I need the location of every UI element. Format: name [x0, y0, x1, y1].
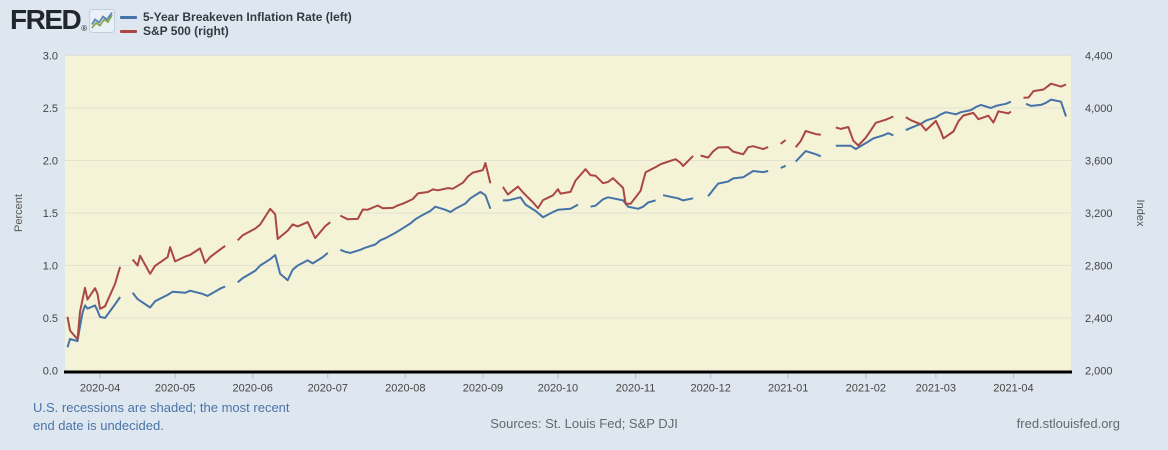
x-tick-label: 2020-12: [690, 383, 730, 395]
registered-trademark-mark: ®: [81, 24, 88, 33]
x-tick-label: 2020-06: [232, 383, 272, 395]
x-tick-label: 2021-03: [916, 383, 956, 395]
recession-note: U.S. recessions are shaded; the most rec…: [33, 399, 290, 435]
fred-logo[interactable]: FRED ®: [10, 4, 116, 35]
series-line-right: [66, 82, 1067, 341]
legend-dash-blue: [120, 15, 137, 19]
x-tick-label: 2020-11: [616, 383, 656, 395]
x-tick-label: 2020-04: [80, 383, 120, 395]
x-tick-label: 2021-02: [846, 383, 886, 395]
right-axis-title: Index: [1134, 200, 1146, 227]
legend-dash-red: [120, 29, 137, 33]
recession-note-line2: end date is undecided.: [33, 418, 164, 433]
right-tick-label: 2,800: [1085, 261, 1113, 273]
x-tick-label: 2020-07: [308, 383, 348, 395]
fred-site-link[interactable]: fred.stlouisfed.org: [1016, 416, 1120, 431]
right-tick-label: 4,000: [1085, 103, 1113, 115]
right-tick-label: 4,400: [1085, 51, 1113, 63]
x-tick-label: 2020-05: [155, 383, 195, 395]
legend-item-breakeven: 5-Year Breakeven Inflation Rate (left): [120, 10, 352, 24]
x-tick-label: 2020-08: [385, 383, 425, 395]
left-tick-label: 2.0: [43, 156, 58, 168]
x-tick-label: 2020-10: [538, 383, 578, 395]
right-tick-label: 3,200: [1085, 208, 1113, 220]
left-tick-label: 1.0: [43, 261, 58, 273]
x-tick-label: 2021-04: [993, 383, 1033, 395]
left-tick-label: 0.0: [43, 366, 58, 378]
x-tick-label: 2020-09: [463, 383, 503, 395]
fred-logo-text: FRED: [10, 4, 82, 35]
right-tick-label: 3,600: [1085, 156, 1113, 168]
left-tick-label: 3.0: [43, 51, 58, 63]
sources-text: Sources: St. Louis Fed; S&P DJI: [490, 416, 678, 431]
legend-label-breakeven: 5-Year Breakeven Inflation Rate (left): [143, 10, 352, 24]
right-tick-label: 2,400: [1085, 313, 1113, 325]
left-tick-label: 0.5: [43, 313, 58, 325]
left-tick-label: 2.5: [43, 103, 58, 115]
left-axis-title: Percent: [13, 194, 25, 232]
right-tick-label: 2,000: [1085, 366, 1113, 378]
fred-logo-chart-icon: [89, 9, 116, 33]
recession-note-line1: U.S. recessions are shaded; the most rec…: [33, 400, 290, 415]
legend-item-sp500: S&P 500 (right): [120, 24, 352, 38]
chart-legend: 5-Year Breakeven Inflation Rate (left) S…: [120, 10, 352, 38]
legend-label-sp500: S&P 500 (right): [143, 24, 229, 38]
series-line-left: [66, 98, 1067, 348]
x-tick-label: 2021-01: [768, 383, 808, 395]
left-tick-label: 1.5: [43, 208, 58, 220]
